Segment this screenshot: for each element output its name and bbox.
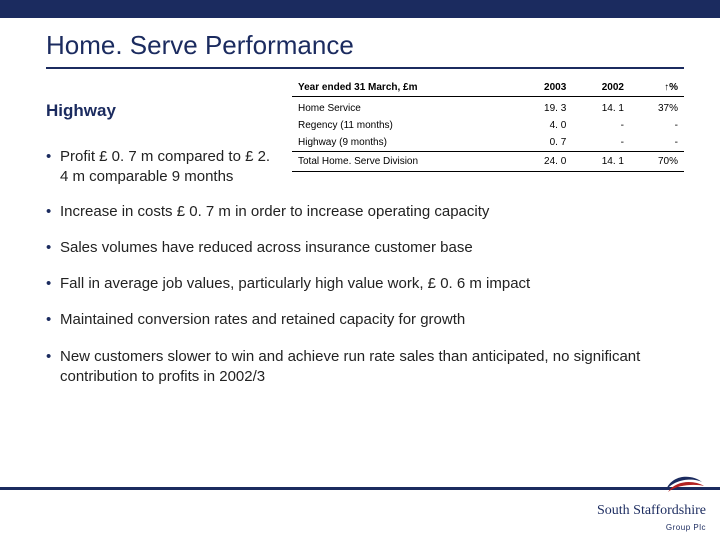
upper-region: Highway Profit £ 0. 7 m compared to £ 2.… bbox=[46, 79, 684, 188]
cell-label: Home Service bbox=[292, 97, 515, 118]
logo-mark-icon bbox=[662, 472, 706, 500]
cell-2002: 14. 1 bbox=[572, 152, 630, 172]
cell-2003: 4. 0 bbox=[515, 117, 573, 134]
table-header-delta: % bbox=[630, 79, 684, 97]
top-bar bbox=[0, 0, 720, 18]
cell-label: Regency (11 months) bbox=[292, 117, 515, 134]
list-item: Sales volumes have reduced across insura… bbox=[46, 238, 684, 258]
cell-delta: 37% bbox=[630, 97, 684, 118]
list-item: New customers slower to win and achieve … bbox=[46, 347, 684, 388]
performance-table: Year ended 31 March, £m 2003 2002 % Home… bbox=[292, 79, 684, 172]
cell-delta: - bbox=[630, 134, 684, 152]
list-item: Maintained conversion rates and retained… bbox=[46, 310, 684, 330]
footer-logo: South Staffordshire Group Plc bbox=[597, 472, 706, 534]
cell-2002: 14. 1 bbox=[572, 97, 630, 118]
table-header-2002: 2002 bbox=[572, 79, 630, 97]
logo-name: South Staffordshire bbox=[597, 503, 706, 518]
logo-subtitle: Group Plc bbox=[666, 523, 706, 532]
page-title: Home. Serve Performance bbox=[46, 30, 684, 69]
table-wrapper: Year ended 31 March, £m 2003 2002 % Home… bbox=[292, 79, 684, 172]
bullet-list: Increase in costs £ 0. 7 m in order to i… bbox=[46, 202, 684, 388]
table-header-row: Year ended 31 March, £m 2003 2002 % bbox=[292, 79, 684, 97]
cell-2002: - bbox=[572, 134, 630, 152]
table-row: Regency (11 months) 4. 0 - - bbox=[292, 117, 684, 134]
table-total-row: Total Home. Serve Division 24. 0 14. 1 7… bbox=[292, 152, 684, 172]
cell-label: Total Home. Serve Division bbox=[292, 152, 515, 172]
cell-delta: - bbox=[630, 117, 684, 134]
table-row: Highway (9 months) 0. 7 - - bbox=[292, 134, 684, 152]
cell-2003: 24. 0 bbox=[515, 152, 573, 172]
table-row: Home Service 19. 3 14. 1 37% bbox=[292, 97, 684, 118]
lead-bullet: Profit £ 0. 7 m compared to £ 2. 4 m com… bbox=[46, 147, 276, 188]
list-item: Fall in average job values, particularly… bbox=[46, 274, 684, 294]
cell-delta: 70% bbox=[630, 152, 684, 172]
table-header-2003: 2003 bbox=[515, 79, 573, 97]
slide-body: Home. Serve Performance Highway Profit £… bbox=[0, 18, 720, 387]
list-item: Increase in costs £ 0. 7 m in order to i… bbox=[46, 202, 684, 222]
left-column: Highway Profit £ 0. 7 m compared to £ 2.… bbox=[46, 79, 276, 188]
cell-2003: 19. 3 bbox=[515, 97, 573, 118]
cell-2003: 0. 7 bbox=[515, 134, 573, 152]
cell-2002: - bbox=[572, 117, 630, 134]
table-header-label: Year ended 31 March, £m bbox=[292, 79, 515, 97]
cell-label: Highway (9 months) bbox=[292, 134, 515, 152]
subheading: Highway bbox=[46, 101, 276, 121]
delta-symbol: % bbox=[669, 82, 678, 93]
